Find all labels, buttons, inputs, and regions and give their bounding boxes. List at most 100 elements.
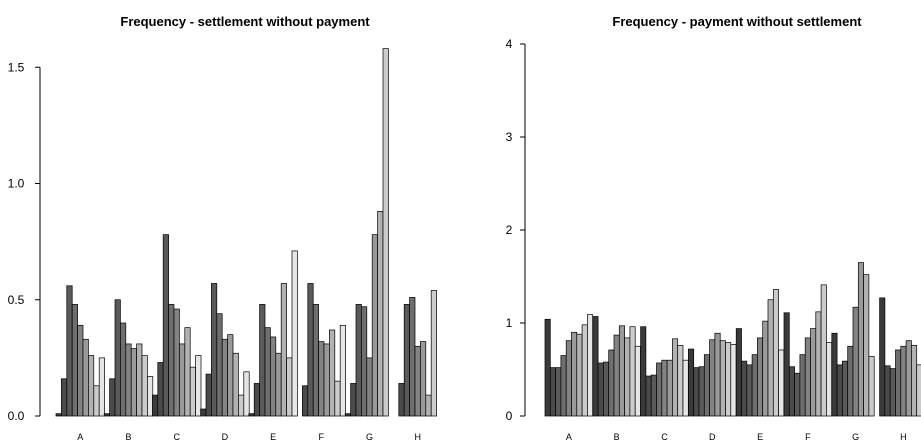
left-category-label: E xyxy=(270,432,276,442)
left-bar xyxy=(355,304,362,417)
left-bar xyxy=(323,343,330,417)
right-y-tick-label: 4 xyxy=(506,37,513,51)
right-bar xyxy=(571,331,578,417)
left-bar xyxy=(216,313,223,417)
right-y-tick-label: 0 xyxy=(506,409,513,423)
left-bar xyxy=(398,383,405,417)
left-bar xyxy=(152,394,159,417)
left-bar xyxy=(425,394,432,417)
right-bar xyxy=(757,337,764,417)
left-bar xyxy=(221,338,228,417)
left-bar xyxy=(361,306,368,417)
left-category-label: H xyxy=(414,432,421,442)
right-bar xyxy=(741,360,748,417)
left-bar xyxy=(184,327,191,417)
right-bar xyxy=(842,360,849,417)
left-bar xyxy=(420,341,427,417)
left-bar xyxy=(312,304,319,417)
right-bar xyxy=(645,375,652,417)
right-bar xyxy=(672,338,679,417)
left-bar xyxy=(259,304,266,417)
left-bar xyxy=(205,373,212,417)
right-bar xyxy=(587,314,594,417)
right-category-label: H xyxy=(900,432,907,442)
right-bar xyxy=(698,366,705,417)
left-bar xyxy=(248,413,255,417)
left-bar xyxy=(157,362,164,417)
right-bar xyxy=(852,306,859,417)
left-y-tick-label: 1.5 xyxy=(8,60,25,74)
right-bar xyxy=(565,340,572,417)
right-bar xyxy=(581,324,588,417)
left-bar xyxy=(61,378,68,417)
right-bar xyxy=(751,354,758,417)
left-bar xyxy=(344,413,351,417)
right-bar xyxy=(730,344,737,417)
right-bar xyxy=(629,326,636,417)
left-category-label: D xyxy=(222,432,229,442)
right-y-tick-label: 2 xyxy=(506,223,513,237)
right-bar xyxy=(826,342,833,417)
right-bar xyxy=(618,325,625,417)
left-bar xyxy=(302,385,309,417)
left-bar xyxy=(350,383,357,417)
right-bar xyxy=(544,318,551,417)
left-bar xyxy=(377,211,384,417)
left-bar xyxy=(318,341,325,417)
left-bar xyxy=(88,355,95,417)
right-bar xyxy=(905,340,912,417)
right-bar xyxy=(836,364,843,417)
right-bar xyxy=(677,344,684,417)
right-y-tick-label: 3 xyxy=(506,130,513,144)
right-bar xyxy=(900,345,907,417)
left-bar xyxy=(82,338,89,417)
left-bar xyxy=(130,348,137,417)
left-bar xyxy=(98,357,105,417)
right-bar xyxy=(735,328,742,417)
right-bar xyxy=(688,348,695,417)
left-bar xyxy=(120,322,127,417)
right-bar xyxy=(916,364,921,417)
left-bar xyxy=(211,283,218,417)
left-bar xyxy=(253,383,260,417)
right-bar xyxy=(624,337,631,417)
right-bar xyxy=(762,320,769,417)
right-bar xyxy=(778,349,785,417)
right-category-label: C xyxy=(661,432,668,442)
right-bar xyxy=(863,274,870,417)
left-bar xyxy=(103,413,110,417)
left-bar xyxy=(371,234,378,417)
left-bar xyxy=(141,355,148,417)
right-bar xyxy=(815,311,822,417)
left-bar xyxy=(275,352,282,417)
right-bar xyxy=(709,339,716,417)
right-bar xyxy=(799,354,806,417)
right-bar xyxy=(804,337,811,417)
left-category-label: B xyxy=(125,432,131,442)
left-bar xyxy=(403,304,410,417)
right-category-label: A xyxy=(566,432,572,442)
right-bar xyxy=(576,333,583,417)
left-bar xyxy=(173,308,180,417)
right-bar xyxy=(783,312,790,417)
right-bar xyxy=(868,356,875,417)
right-bar xyxy=(661,359,668,417)
right-bar xyxy=(719,340,726,417)
right-bar xyxy=(794,372,801,417)
left-bar xyxy=(334,380,341,417)
right-bar xyxy=(613,334,620,417)
left-bar xyxy=(329,329,336,417)
right-bar xyxy=(555,367,562,417)
left-category-label: G xyxy=(366,432,373,442)
left-bar xyxy=(232,352,239,417)
right-bar xyxy=(879,297,886,417)
left-bar xyxy=(382,48,389,417)
left-bar xyxy=(414,345,421,417)
left-y-tick-label: 1.0 xyxy=(8,177,25,191)
left-bar xyxy=(189,366,196,417)
right-bar xyxy=(693,367,700,417)
right-bar xyxy=(884,365,891,417)
left-bar xyxy=(200,408,207,417)
right-bar xyxy=(656,362,663,417)
right-bar xyxy=(640,326,647,417)
